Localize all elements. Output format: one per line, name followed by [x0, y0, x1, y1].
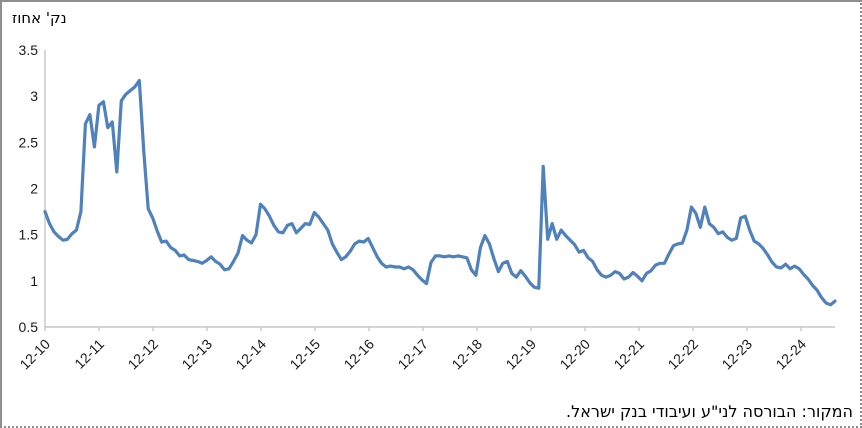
- x-tick-label: 12-17: [394, 336, 431, 373]
- x-tick-label: 12-11: [71, 336, 107, 372]
- axes: [44, 50, 835, 331]
- source-note: המקור: הבורסה לני"ע ועיבודי בנק ישראל.: [566, 402, 853, 421]
- y-tick-label: 2.5: [19, 134, 39, 150]
- x-tick-label: 12-19: [502, 336, 539, 373]
- x-tick-label: 12-18: [448, 336, 485, 373]
- x-tick-label: 12-23: [718, 336, 755, 373]
- x-tick-label: 12-24: [772, 336, 809, 373]
- y-tick-label: 3.5: [19, 42, 39, 58]
- x-tick-label: 12-13: [178, 336, 215, 373]
- x-tick-label: 12-16: [340, 336, 377, 373]
- y-tick-label: 1.5: [19, 227, 39, 243]
- x-tick-label: 12-10: [16, 336, 53, 373]
- x-tick-label: 12-14: [232, 336, 269, 373]
- x-tick-label: 12-12: [124, 336, 161, 373]
- x-tick-label: 12-20: [556, 336, 593, 373]
- series-group: [43, 78, 837, 307]
- x-tick-label: 12-21: [610, 336, 647, 373]
- y-tick-label: 1: [30, 273, 38, 289]
- y-tick-label: 2: [30, 181, 38, 197]
- data-line: [43, 78, 837, 307]
- y-tick-label: 3: [30, 88, 38, 104]
- x-tick-label: 12-22: [664, 336, 701, 373]
- y-axis-title: נק' אחוז: [12, 9, 67, 27]
- y-tick-label: 0.5: [19, 319, 39, 335]
- x-tick-label: 12-15: [286, 336, 323, 373]
